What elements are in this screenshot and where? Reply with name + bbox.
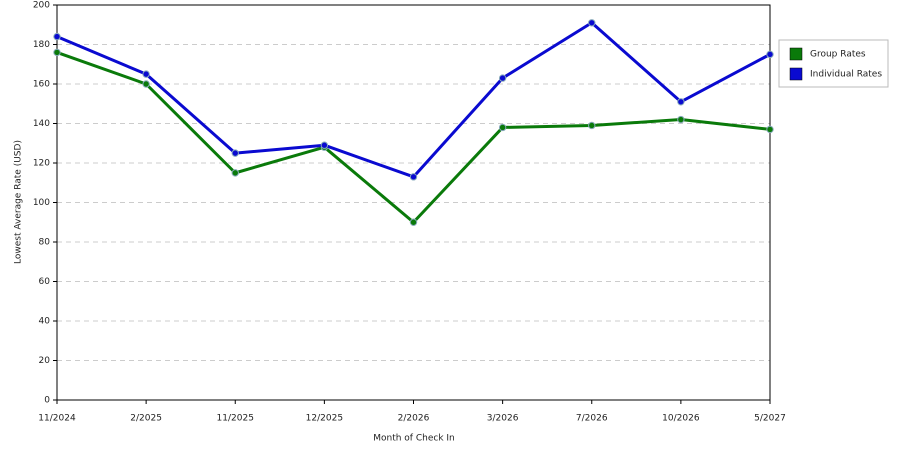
data-point [142,80,150,88]
y-tick-label: 160 [33,80,50,90]
legend-swatch [789,47,803,61]
data-point [142,70,150,78]
data-point [588,19,596,27]
data-point [409,173,418,181]
y-tick-label: 120 [33,159,50,169]
x-tick-label: 2/2025 [130,414,162,424]
y-tick-label: 0 [44,396,50,406]
legend-label: Individual Rates [810,70,882,80]
data-point [498,123,507,132]
x-tick-label: 7/2026 [576,414,608,424]
y-axis-label: Lowest Average Rate (USD) [14,140,24,264]
x-tick-label: 12/2025 [306,414,343,424]
legend-label: Group Rates [810,50,866,60]
y-tick-label: 200 [33,1,50,11]
y-tick-label: 80 [39,238,51,248]
data-point [53,32,61,41]
data-point [409,218,418,226]
x-tick-label: 3/2026 [487,414,519,424]
y-tick-label: 140 [33,119,50,129]
data-point [588,121,596,130]
data-point [320,141,329,149]
data-point [53,48,61,57]
y-tick-label: 40 [39,317,51,327]
data-point [677,98,685,106]
data-point [766,50,774,59]
data-point [231,149,239,157]
y-tick-label: 20 [39,356,51,366]
x-tick-label: 11/2025 [217,414,254,424]
data-point [498,74,507,82]
data-point [766,125,774,134]
legend-swatch [789,67,803,81]
y-tick-label: 60 [39,277,51,287]
data-point [231,169,239,177]
x-axis-label: Month of Check In [373,434,455,444]
data-point [677,115,685,124]
x-tick-label: 10/2026 [662,414,700,424]
series-line [56,50,771,224]
x-tick-label: 2/2026 [398,414,430,424]
y-tick-label: 100 [33,198,50,208]
x-tick-label: 11/2024 [38,414,76,424]
y-tick-label: 180 [33,40,50,50]
x-tick-label: 5/2027 [754,414,786,424]
